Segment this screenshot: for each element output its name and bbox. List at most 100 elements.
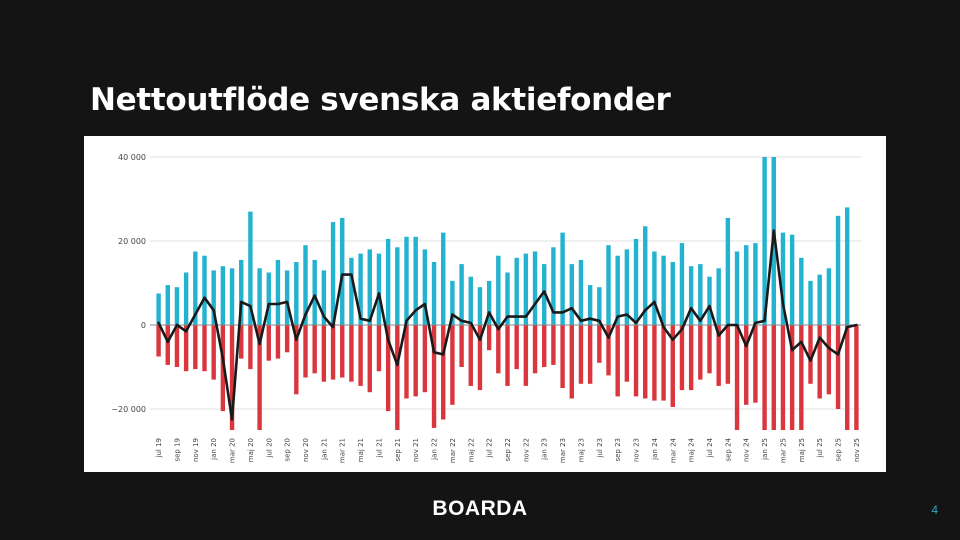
- x-tick-label: nov 21: [412, 438, 420, 462]
- outflow-bar: [789, 325, 795, 430]
- x-tick-label: jan 25: [761, 438, 769, 461]
- outflow-bar: [652, 325, 657, 401]
- x-tick-label: maj 21: [357, 438, 365, 462]
- inflow-bar: [211, 270, 216, 325]
- outflow-bar: [468, 325, 473, 386]
- x-tick-label: nov 24: [743, 437, 751, 462]
- outflow-bar: [560, 325, 565, 388]
- outflow-bar: [780, 325, 786, 430]
- inflow-bar: [661, 255, 666, 325]
- outflow-bar: [826, 325, 832, 395]
- inflow-bar: [229, 268, 235, 325]
- inflow-bar: [303, 245, 308, 325]
- inflow-bar: [523, 253, 529, 325]
- outflow-bar: [312, 325, 317, 374]
- outflow-bar: [193, 325, 198, 370]
- x-tick-label: jan 22: [431, 438, 439, 461]
- inflow-bar: [808, 280, 813, 325]
- outflow-bar: [211, 325, 216, 380]
- outflow-bar: [422, 325, 428, 393]
- outflow-bar: [413, 325, 418, 397]
- inflow-bar: [624, 249, 630, 325]
- inflow-bar: [615, 255, 620, 325]
- inflow-bar: [725, 217, 731, 325]
- outflow-bar: [349, 325, 354, 382]
- inflow-bar: [670, 262, 675, 325]
- x-tick-label: nov 25: [853, 438, 861, 462]
- outflow-bar: [376, 325, 382, 372]
- inflow-bar: [826, 268, 832, 325]
- inflow-bar: [248, 211, 253, 325]
- outflow-bar: [707, 325, 712, 374]
- inflow-bar: [753, 243, 758, 325]
- x-tick-label: mar 21: [339, 438, 347, 463]
- outflow-bar: [275, 325, 281, 359]
- outflow-bar: [340, 325, 345, 378]
- outflow-bar: [542, 325, 547, 367]
- outflow-bar: [532, 325, 538, 374]
- x-tick-label: maj 24: [688, 437, 696, 462]
- outflow-bar: [734, 325, 740, 430]
- x-tick-label: mar 25: [780, 438, 788, 463]
- outflow-bar: [845, 325, 850, 430]
- outflow-bar: [303, 325, 308, 378]
- inflow-bar: [633, 238, 639, 325]
- outflow-bar: [486, 325, 492, 351]
- y-tick-label: 40 000: [118, 153, 146, 162]
- x-tick-label: sep 25: [835, 438, 843, 462]
- y-tick-label: 20 000: [118, 237, 146, 246]
- x-tick-label: sep 23: [614, 438, 622, 462]
- inflow-bar: [789, 234, 795, 325]
- outflow-bar: [679, 325, 685, 391]
- x-tick-label: jan 23: [541, 438, 549, 461]
- y-axis-ticks: 40 000 20 000 0 −20 000: [111, 153, 146, 414]
- x-tick-label: sep 24: [724, 437, 732, 461]
- outflow-bar: [698, 325, 703, 380]
- inflow-bar: [679, 243, 685, 325]
- outflow-bar: [441, 325, 446, 420]
- inflow-bar: [799, 257, 804, 325]
- x-tick-label: nov 22: [522, 438, 530, 462]
- x-tick-label: jan 21: [320, 438, 328, 461]
- x-tick-label: jul 23: [596, 438, 604, 458]
- inflow-bar: [340, 217, 345, 325]
- outflow-bar: [514, 325, 519, 370]
- inflow-bar: [330, 222, 336, 325]
- outflow-bar: [688, 325, 694, 391]
- outflow-bar: [606, 325, 611, 376]
- inflow-bar: [744, 245, 749, 325]
- inflow-bar: [239, 259, 244, 325]
- inflow-bar: [441, 232, 446, 325]
- inflow-bar: [312, 259, 317, 325]
- inflow-bar: [716, 268, 721, 325]
- net-flow-line: [157, 229, 858, 421]
- inflow-bar: [183, 272, 189, 325]
- inflow-bar: [431, 262, 437, 325]
- inflow-bar: [165, 285, 170, 325]
- inflow-bar: [707, 276, 712, 325]
- x-tick-label: maj 20: [247, 438, 255, 462]
- outflow-bar: [569, 325, 574, 399]
- outflow-bar: [854, 325, 859, 430]
- inflow-bar: [257, 268, 262, 325]
- outflow-bar: [183, 325, 189, 372]
- outflow-bar: [835, 325, 841, 409]
- inflow-bar: [560, 232, 565, 325]
- x-tick-label: sep 19: [174, 438, 182, 462]
- outflow-bar: [725, 325, 731, 384]
- inflow-bar: [817, 274, 822, 325]
- inflow-bar: [569, 264, 574, 325]
- inflow-bar: [643, 226, 648, 325]
- outflow-bar: [257, 325, 262, 430]
- outflow-bar: [358, 325, 363, 386]
- outflow-bar: [330, 325, 336, 380]
- inflow-bar: [284, 270, 290, 325]
- inflow-bar: [156, 293, 161, 325]
- inflow-bar: [275, 259, 281, 325]
- gridlines: [150, 156, 861, 410]
- outflow-bar: [615, 325, 620, 397]
- inflow-bar: [450, 280, 455, 325]
- outflow-bar: [395, 325, 400, 430]
- slide-title: Nettoutflöde svenska aktiefonder: [90, 82, 671, 118]
- outflow-bar: [239, 325, 244, 359]
